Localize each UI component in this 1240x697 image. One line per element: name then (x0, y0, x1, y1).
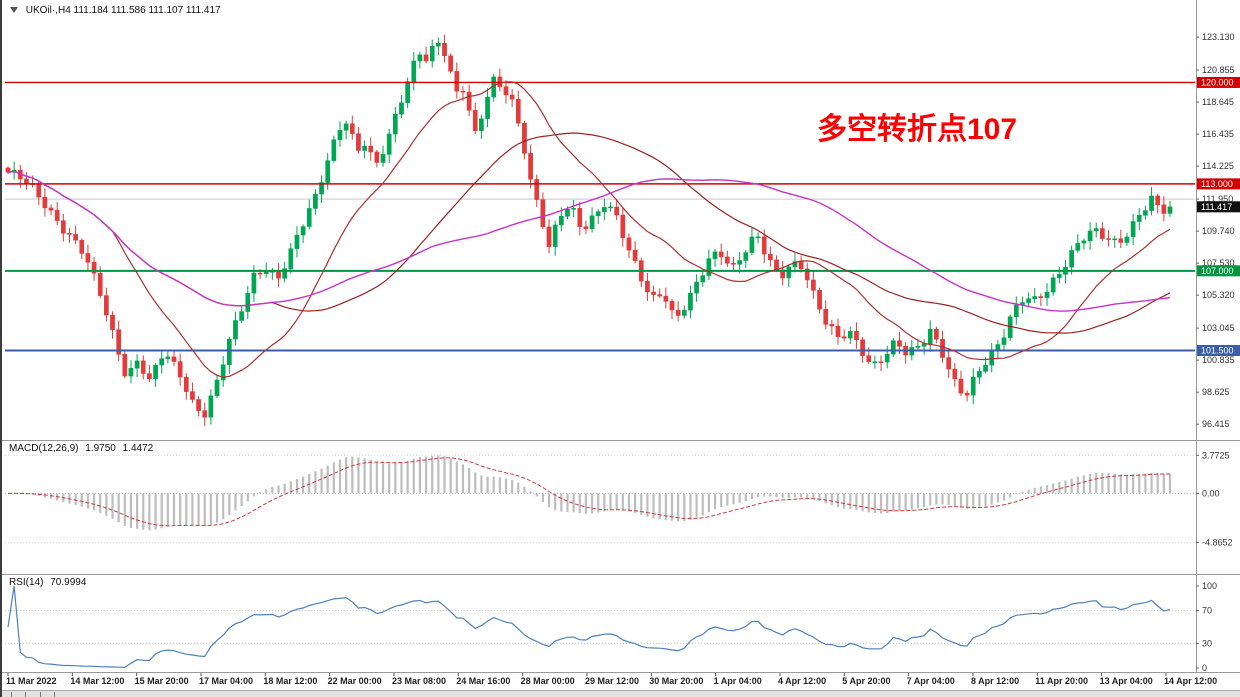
panel-separators (2, 440, 1240, 673)
price-tag-label: 113.000 (1201, 179, 1233, 189)
macd-tick-label: 3.7725 (1202, 450, 1230, 460)
price-tick-label: 103.045 (1202, 323, 1235, 333)
price-tag (1197, 201, 1240, 213)
time-axis-label: 30 Mar 20:00 (649, 676, 703, 686)
price-tick-label: 114.225 (1202, 161, 1234, 171)
ohlc-values: 111.184 111.586 111.107 111.417 (73, 5, 221, 16)
price-tag (1197, 265, 1240, 277)
rsi-tick-label: 100 (1202, 581, 1217, 591)
scrollbar-tick (39, 692, 41, 697)
price-tick-label: 105.320 (1202, 290, 1235, 300)
price-tick-label: 118.645 (1202, 97, 1234, 107)
price-tick-label: 109.740 (1202, 226, 1235, 236)
rsi-tick-label: 30 (1202, 638, 1212, 648)
macd-tick-label: -4.8652 (1202, 537, 1233, 547)
horizontal-level-lines (5, 81, 1195, 352)
rsi-panel: 100 70 30 0 (5, 581, 1217, 673)
time-axis-label: 22 Mar 00:00 (328, 676, 382, 686)
rsi-line (7, 585, 1171, 668)
rsi-tick-label: 70 (1202, 606, 1212, 616)
price-tick-label: 107.530 (1202, 258, 1235, 268)
time-axis-label: 1 Apr 04:00 (714, 676, 762, 686)
ma-fast-red (7, 81, 1171, 378)
time-axis-label: 14 Mar 12:00 (70, 676, 124, 686)
price-tick-label: 120.855 (1202, 65, 1235, 75)
time-axis-label: 15 Mar 20:00 (135, 676, 189, 686)
ma-magenta (7, 170, 1171, 312)
macd-indicator-label: MACD(12,26,9) 1.9750 1.4472 (9, 443, 157, 454)
price-tick-label: 111.950 (1202, 194, 1233, 204)
time-axis-label: 13 Apr 04:00 (1100, 676, 1153, 686)
rsi-indicator-label: RSI(14) 70.9994 (9, 577, 90, 588)
price-tick-label: 116.435 (1202, 129, 1234, 139)
rsi-title: RSI(14) (9, 577, 44, 588)
scrollbar-tick (25, 692, 27, 697)
chart-annotation-text[interactable]: 多空转折点107 (817, 113, 1018, 146)
price-tick-label: 100.835 (1202, 355, 1235, 365)
triangle-icon (10, 7, 18, 14)
price-tag (1197, 345, 1240, 357)
symbol-name: UKOil·,H4 (25, 5, 71, 16)
macd-signal-line (8, 457, 1170, 527)
time-axis-label: 7 Apr 04:00 (907, 676, 955, 686)
price-tag-label: 101.500 (1201, 346, 1234, 356)
macd-tick-label: 0.00 (1202, 488, 1220, 498)
time-axis-label: 28 Mar 00:00 (521, 676, 575, 686)
moving-average-lines (7, 81, 1171, 378)
price-tick-label: 96.415 (1202, 419, 1230, 429)
macd-title: MACD(12,26,9) (9, 443, 79, 454)
scrollbar-tick (54, 692, 56, 697)
rsi-tick-label: 0 (1202, 663, 1207, 673)
time-axis-label: 8 Apr 12:00 (971, 676, 1019, 686)
time-axis-label: 11 Mar 2022 (6, 676, 57, 686)
time-axis-label: 4 Apr 12:00 (778, 676, 826, 686)
time-axis-label: 23 Mar 08:00 (392, 676, 446, 686)
symbol-ohlc-label: UKOil·,H4 111.184 111.586 111.107 111.41… (10, 5, 221, 16)
time-axis-label: 17 Mar 04:00 (199, 676, 253, 686)
price-tag-label: 107.000 (1201, 266, 1234, 276)
scrollbar-tick (11, 692, 12, 697)
time-axis-label: 11 Apr 20:00 (1035, 676, 1088, 686)
time-axis[interactable]: 11 Mar 2022 14 Mar 12:00 15 Mar 20:00 17 Ma… (6, 673, 1217, 686)
time-axis-label: 14 Apr 12:00 (1164, 676, 1217, 686)
price-axis[interactable]: 123.130 120.855 118.645 116.435 114.225 111.9… (1196, 0, 1240, 672)
time-axis-label: 29 Mar 12:00 (585, 676, 639, 686)
time-axis-label: 24 Mar 16:00 (456, 676, 510, 686)
price-tick-label: 123.130 (1202, 32, 1235, 42)
ma-slow-red (7, 132, 1171, 334)
price-tag-label: 120.000 (1201, 78, 1234, 88)
horizontal-scrollbar[interactable] (2, 690, 1240, 697)
macd-panel: 3.7725 0.00 -4.8652 (5, 450, 1233, 547)
price-tag (1197, 178, 1240, 190)
macd-value-signal: 1.4472 (122, 443, 154, 454)
price-tick-label: 98.625 (1202, 387, 1230, 397)
macd-value-main: 1.9750 (85, 443, 116, 454)
rsi-value: 70.9994 (50, 577, 87, 588)
candles-layer (5, 34, 1173, 427)
time-axis-label: 18 Mar 12:00 (263, 676, 317, 686)
price-tag-label: 111.417 (1201, 202, 1232, 212)
price-tag (1197, 76, 1240, 88)
time-axis-label: 5 Apr 20:00 (842, 676, 890, 686)
